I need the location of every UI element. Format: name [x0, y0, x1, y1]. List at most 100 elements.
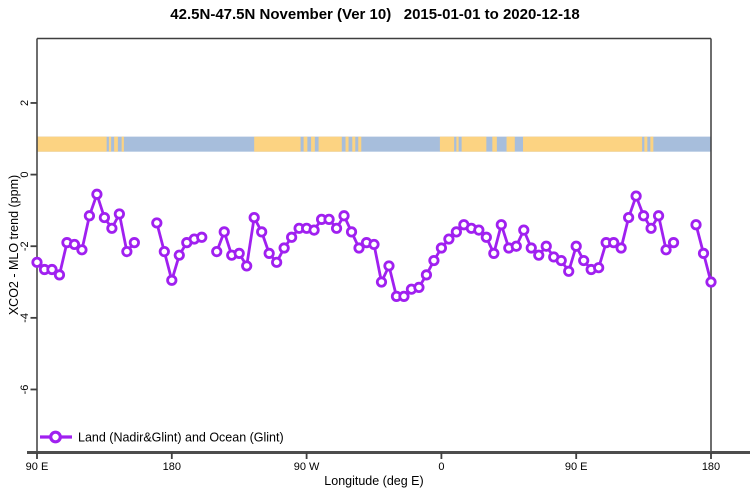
data-point	[278, 242, 290, 254]
data-point	[248, 211, 260, 224]
data-point	[435, 242, 447, 254]
map-strip-land-segment	[352, 136, 356, 152]
data-point	[495, 219, 507, 231]
data-point	[667, 237, 680, 249]
data-point	[525, 242, 537, 254]
data-point	[256, 226, 268, 238]
data-point	[615, 242, 627, 254]
data-point	[420, 269, 433, 281]
y-tick-label: -2	[19, 241, 31, 251]
data-point	[480, 231, 492, 243]
data-point	[308, 224, 320, 236]
map-strip-land-segment	[37, 136, 107, 152]
map-strip-land-segment	[303, 136, 308, 152]
data-point	[83, 210, 96, 222]
data-point	[338, 210, 350, 222]
data-point	[413, 281, 425, 294]
data-point	[488, 247, 500, 259]
data-point	[76, 244, 88, 256]
data-point	[697, 247, 710, 259]
data-point	[623, 211, 635, 224]
data-point	[690, 219, 702, 231]
data-point	[428, 254, 440, 267]
data-point	[286, 231, 298, 243]
data-point	[330, 222, 343, 234]
map-strip-land-segment	[318, 136, 342, 152]
map-strip-land-segment	[461, 136, 487, 152]
data-point	[555, 254, 567, 267]
y-tick-label: -6	[19, 385, 31, 395]
data-point	[233, 247, 245, 259]
data-point	[608, 237, 620, 249]
data-point	[271, 256, 283, 268]
data-point	[652, 210, 665, 222]
data-point	[518, 224, 530, 236]
map-strip-land-segment	[311, 136, 315, 152]
data-point	[211, 245, 223, 258]
data-point	[128, 237, 140, 249]
data-point	[166, 274, 178, 286]
data-point	[368, 238, 380, 251]
map-strip-land-segment	[358, 136, 362, 152]
data-point	[98, 211, 111, 224]
legend-marker-icon	[49, 430, 62, 444]
x-tick-label: 90 E	[565, 461, 588, 473]
data-point	[660, 244, 672, 256]
data-point	[196, 231, 208, 243]
data-point	[637, 210, 650, 222]
data-point	[173, 249, 185, 261]
data-point	[375, 276, 388, 288]
data-point	[263, 247, 275, 259]
y-tick-label: 0	[19, 172, 31, 178]
x-tick-label: 180	[702, 461, 720, 473]
data-point	[151, 217, 163, 229]
map-strip-land-segment	[345, 136, 349, 152]
data-point	[353, 242, 365, 254]
data-point	[218, 226, 230, 238]
data-point	[46, 263, 58, 276]
y-tick-label: -4	[19, 313, 31, 323]
data-point	[510, 240, 522, 252]
x-tick-label: 0	[438, 461, 444, 473]
y-tick-label: 2	[19, 100, 31, 106]
x-tick-label: 90 W	[294, 461, 320, 473]
data-point	[345, 226, 358, 238]
data-point	[398, 290, 410, 302]
data-point	[540, 240, 552, 252]
data-point	[158, 245, 170, 258]
map-strip-land-segment	[121, 136, 124, 152]
data-point	[53, 269, 66, 281]
data-point	[450, 226, 462, 238]
map-strip-land-segment	[523, 136, 643, 152]
data-point	[31, 256, 43, 268]
map-strip-land-segment	[439, 136, 455, 152]
map-strip-land-segment	[108, 136, 112, 152]
data-point	[91, 188, 103, 200]
data-point	[121, 245, 133, 258]
map-strip-land-segment	[492, 136, 497, 152]
data-point	[323, 213, 335, 225]
data-point	[443, 233, 455, 245]
data-point	[533, 249, 545, 261]
data-point	[113, 208, 125, 220]
data-point	[570, 240, 582, 252]
map-strip-land-segment	[644, 136, 648, 152]
x-axis-title: Longitude (deg E)	[324, 474, 424, 488]
data-point	[578, 254, 590, 267]
map-strip-land-segment	[506, 136, 515, 152]
x-tick-label: 180	[163, 461, 181, 473]
map-strip-land-segment	[114, 136, 118, 152]
map-strip-land-segment	[650, 136, 654, 152]
data-line-segment	[35, 192, 136, 277]
data-point	[645, 222, 657, 234]
legend-label: Land (Nadir&Glint) and Ocean (Glint)	[78, 431, 284, 445]
data-point	[563, 265, 575, 277]
data-point	[473, 224, 485, 236]
x-tick-label: 90 E	[26, 461, 49, 473]
data-point	[383, 260, 395, 272]
data-point	[106, 222, 118, 234]
chart-title: 42.5N-47.5N November (Ver 10) 2015-01-01…	[170, 6, 580, 23]
map-strip-land-segment	[456, 136, 459, 152]
